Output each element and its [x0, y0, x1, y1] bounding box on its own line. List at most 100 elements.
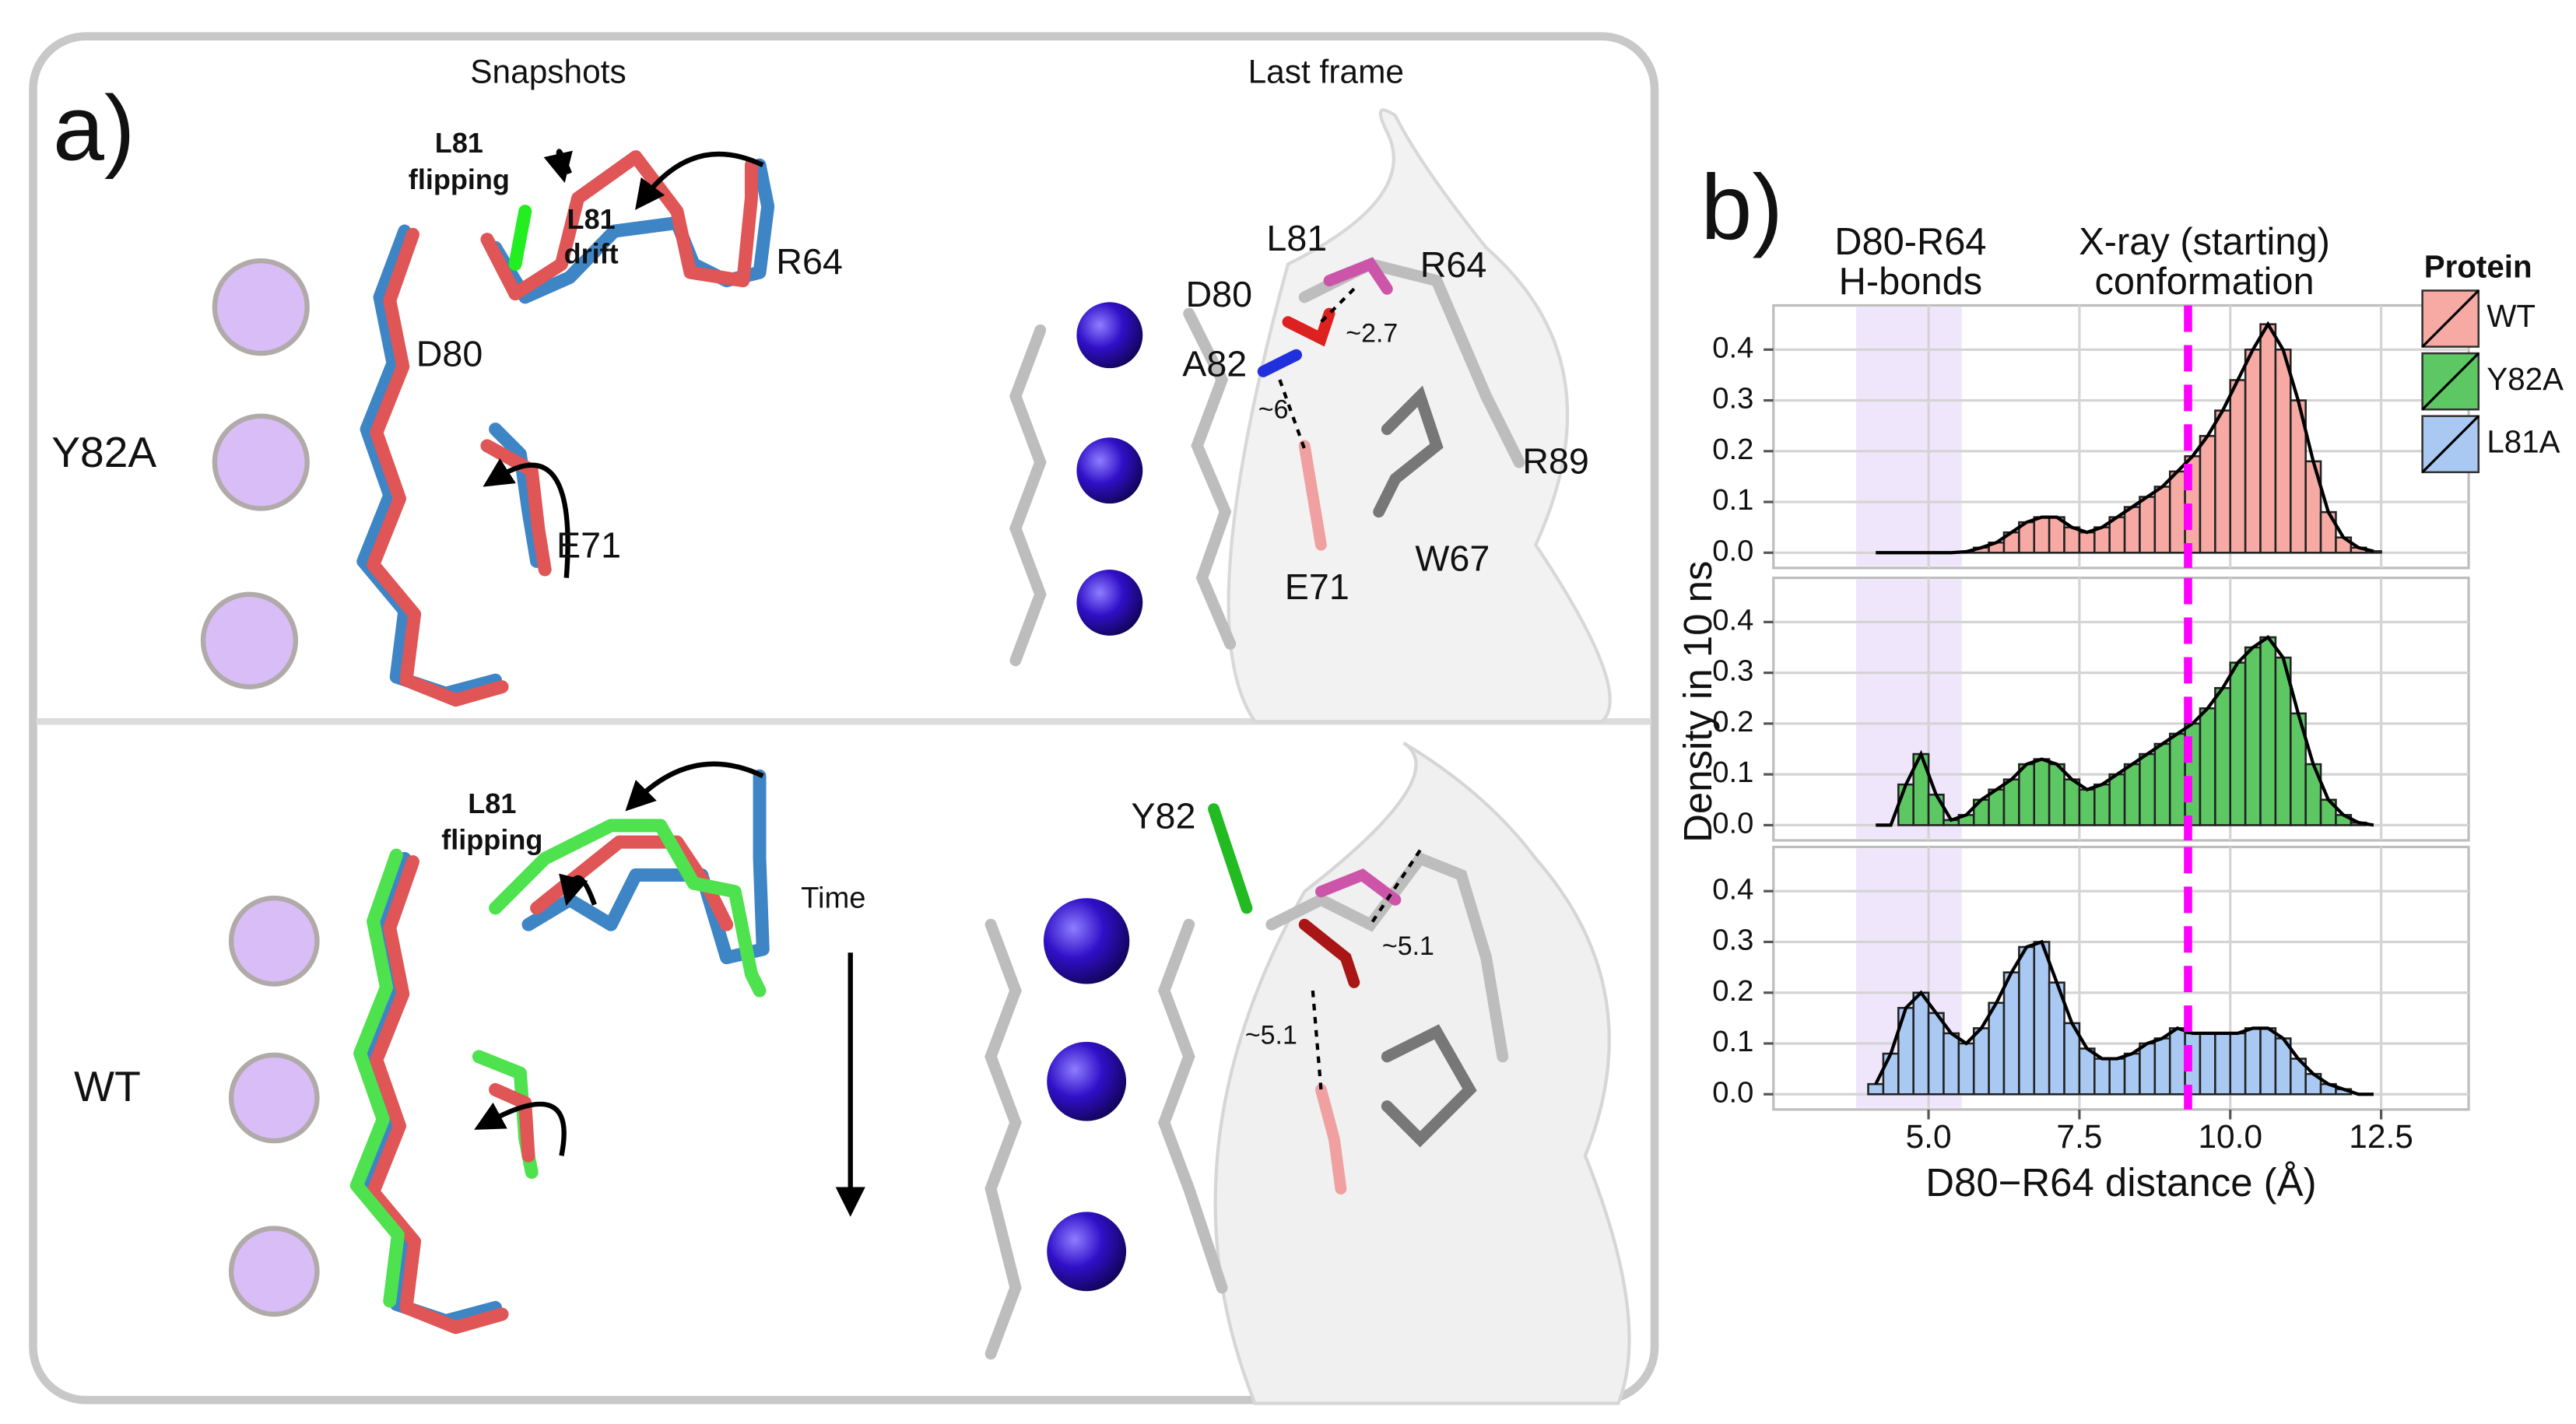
y-axis-label: Density in 10 ns: [1676, 561, 1720, 843]
bar: [2153, 486, 2171, 554]
bar: [1897, 783, 1914, 826]
y-tick-label: 0.0: [1712, 1075, 1753, 1109]
bar: [2002, 778, 2020, 826]
bar: [2229, 661, 2247, 826]
bar: [2229, 1032, 2247, 1096]
y-tick-label: 0.3: [1712, 382, 1753, 416]
bar: [2063, 778, 2081, 826]
bar: [1943, 1032, 1960, 1096]
x-tick-label: 7.5: [2056, 1118, 2102, 1155]
distance-label: ~5.1: [1382, 931, 1434, 961]
bar: [2168, 470, 2186, 554]
row-label: Y82A: [51, 428, 156, 476]
residue-label: D80: [416, 334, 483, 374]
annotation: H-bonds: [1839, 261, 1982, 303]
last-frame-structures: [984, 108, 1631, 1405]
x-tick-label: 10.0: [2198, 1118, 2262, 1155]
annotation: L81: [468, 787, 516, 819]
y-tick-label: 0.2: [1712, 433, 1753, 466]
bar: [2108, 773, 2126, 826]
bar: [2139, 496, 2157, 554]
bar: [2199, 707, 2216, 826]
snapshot-sticks: [349, 150, 775, 1335]
annotation: L81: [435, 127, 483, 159]
legend-label: Y82A: [2487, 362, 2564, 397]
distance-label: ~6: [1258, 395, 1289, 424]
y-tick-label: 0.2: [1712, 705, 1753, 738]
bar: [2153, 1037, 2171, 1096]
legend-label: WT: [2487, 299, 2536, 334]
residue-label: A82: [1182, 343, 1247, 384]
arrows: [474, 149, 865, 1217]
row-label: WT: [74, 1062, 141, 1110]
bar: [2093, 526, 2111, 554]
ion-sites: [200, 258, 320, 1317]
residue-label: E71: [1285, 566, 1349, 607]
bar: [2002, 971, 2020, 1096]
y-tick-label: 0.0: [1712, 806, 1753, 840]
residue-label: R64: [776, 241, 843, 282]
bar: [2123, 1052, 2141, 1096]
annotation: drift: [564, 237, 619, 269]
y-tick-label: 0.1: [1712, 483, 1753, 517]
time-label: Time: [801, 881, 865, 914]
residue-label: R64: [1420, 244, 1487, 285]
bar: [2199, 434, 2216, 554]
bar: [2063, 526, 2081, 554]
panel-b: b) 0.0 0.1 0.2 0.3 0.4 0.0 0.1 0.2 0.3 0.4 0.0 0.1 0…: [1676, 156, 2564, 1205]
bar: [2168, 1027, 2186, 1096]
density-line: [1876, 635, 2374, 827]
bar: [2214, 686, 2232, 826]
column-title: Snapshots: [470, 54, 626, 90]
bar: [2048, 763, 2065, 826]
legend-label: L81A: [2487, 424, 2560, 459]
bar: [2033, 941, 2051, 1096]
bar: [1927, 793, 1945, 826]
residue-label: W67: [1415, 538, 1490, 579]
bar: [1988, 1001, 2006, 1096]
bar: [1957, 1042, 1975, 1096]
bar: [2259, 323, 2277, 554]
bar: [2139, 752, 2157, 826]
bar: [2168, 732, 2186, 826]
bar: [2274, 349, 2292, 554]
bar: [2244, 1027, 2262, 1096]
bar: [2078, 531, 2096, 554]
bar: [2078, 1047, 2096, 1096]
legend-title: Protein: [2424, 249, 2532, 284]
bar: [2244, 646, 2262, 826]
distance-label: ~2.7: [1346, 319, 1398, 349]
residue-label: Y82: [1131, 796, 1195, 837]
panel-label: a): [53, 76, 135, 180]
bar: [2093, 783, 2111, 826]
annotation: X-ray (starting): [2079, 221, 2330, 263]
bar: [2108, 1057, 2126, 1096]
legend-key-line: [2421, 415, 2479, 473]
y-tick-label: 0.3: [1712, 924, 1753, 957]
bar: [2214, 1032, 2232, 1096]
bar: [2018, 945, 2036, 1096]
annotation: flipping: [441, 824, 542, 856]
y-tick-label: 0.3: [1712, 654, 1753, 688]
column-title: Last frame: [1248, 54, 1404, 90]
y-tick-label: 0.1: [1712, 1025, 1753, 1058]
bar: [2033, 758, 2051, 826]
x-tick-label: 12.5: [2349, 1118, 2413, 1155]
annotation: flipping: [409, 163, 510, 195]
y-tick-label: 0.4: [1712, 603, 1753, 637]
bar: [2259, 1027, 2277, 1096]
bar: [2259, 636, 2277, 826]
annotation: D80-R64: [1834, 221, 1986, 263]
bar: [2093, 1057, 2111, 1096]
residue-label: R89: [1522, 441, 1589, 482]
shaded-band: [1856, 307, 1962, 566]
panel-a: a) Snapshots Last frame Y82A WT L81 flip…: [29, 32, 1659, 1405]
panel-label: b): [1700, 156, 1783, 259]
bar: [2244, 349, 2262, 554]
y-tick-label: 0.4: [1712, 872, 1753, 906]
bar: [2139, 1042, 2157, 1096]
bar: [2214, 409, 2232, 554]
density-line: [1876, 321, 2374, 555]
